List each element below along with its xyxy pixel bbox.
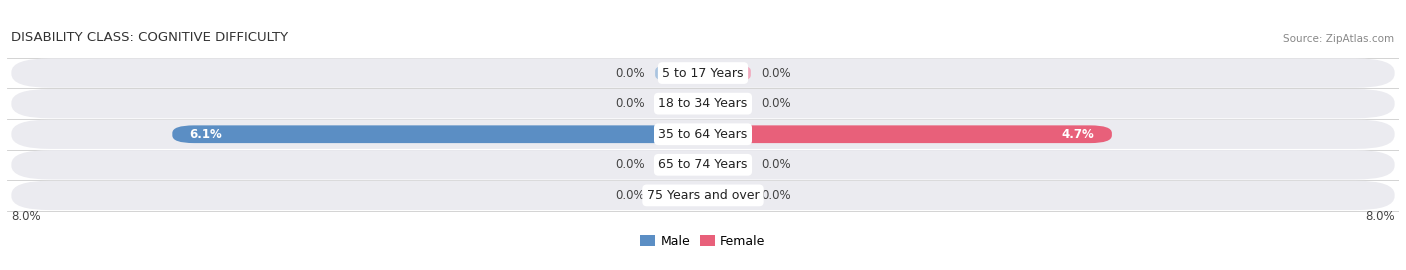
Legend: Male, Female: Male, Female bbox=[636, 230, 770, 253]
FancyBboxPatch shape bbox=[703, 95, 751, 113]
Text: 65 to 74 Years: 65 to 74 Years bbox=[658, 158, 748, 171]
Text: 0.0%: 0.0% bbox=[761, 97, 792, 110]
FancyBboxPatch shape bbox=[655, 187, 703, 204]
FancyBboxPatch shape bbox=[703, 64, 751, 82]
Text: 0.0%: 0.0% bbox=[614, 67, 645, 80]
FancyBboxPatch shape bbox=[11, 58, 1395, 88]
Text: 0.0%: 0.0% bbox=[761, 189, 792, 202]
FancyBboxPatch shape bbox=[11, 181, 1395, 210]
Text: 0.0%: 0.0% bbox=[614, 158, 645, 171]
Text: 35 to 64 Years: 35 to 64 Years bbox=[658, 128, 748, 141]
Text: DISABILITY CLASS: COGNITIVE DIFFICULTY: DISABILITY CLASS: COGNITIVE DIFFICULTY bbox=[11, 31, 288, 44]
Text: 75 Years and over: 75 Years and over bbox=[647, 189, 759, 202]
Text: 8.0%: 8.0% bbox=[1365, 210, 1395, 223]
FancyBboxPatch shape bbox=[655, 95, 703, 113]
FancyBboxPatch shape bbox=[11, 150, 1395, 180]
Text: 18 to 34 Years: 18 to 34 Years bbox=[658, 97, 748, 110]
FancyBboxPatch shape bbox=[11, 120, 1395, 149]
Text: 0.0%: 0.0% bbox=[761, 67, 792, 80]
Text: 0.0%: 0.0% bbox=[614, 189, 645, 202]
Text: 8.0%: 8.0% bbox=[11, 210, 41, 223]
Text: 6.1%: 6.1% bbox=[190, 128, 222, 141]
FancyBboxPatch shape bbox=[655, 156, 703, 174]
Text: 0.0%: 0.0% bbox=[614, 97, 645, 110]
FancyBboxPatch shape bbox=[703, 125, 1112, 143]
FancyBboxPatch shape bbox=[703, 156, 751, 174]
FancyBboxPatch shape bbox=[173, 125, 703, 143]
Text: 0.0%: 0.0% bbox=[761, 158, 792, 171]
FancyBboxPatch shape bbox=[11, 89, 1395, 118]
Text: Source: ZipAtlas.com: Source: ZipAtlas.com bbox=[1284, 34, 1395, 44]
Text: 5 to 17 Years: 5 to 17 Years bbox=[662, 67, 744, 80]
Text: 4.7%: 4.7% bbox=[1062, 128, 1094, 141]
FancyBboxPatch shape bbox=[655, 64, 703, 82]
FancyBboxPatch shape bbox=[703, 187, 751, 204]
